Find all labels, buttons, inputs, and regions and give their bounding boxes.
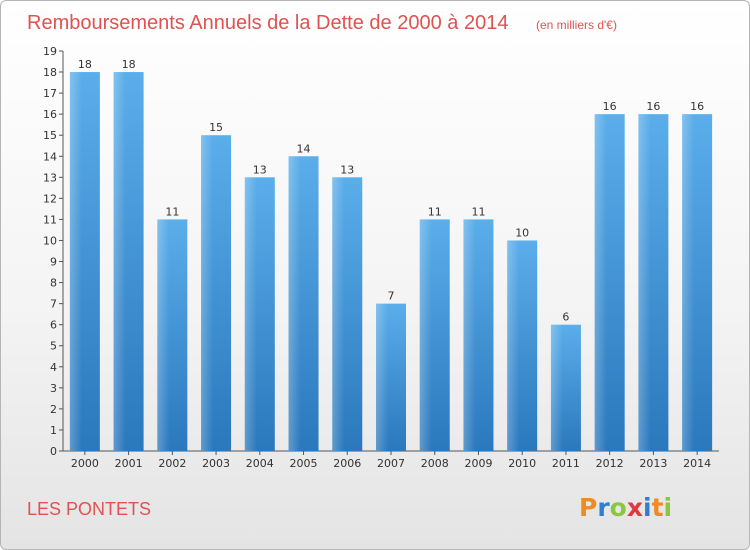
- commune-name: LES PONTETS: [27, 499, 151, 519]
- x-tick-label: 2014: [683, 457, 711, 470]
- x-tick-label: 2005: [290, 457, 318, 470]
- x-tick-label: 2002: [158, 457, 186, 470]
- bar-value-label: 18: [122, 58, 136, 71]
- x-tick-label: 2004: [246, 457, 274, 470]
- x-tick-label: 2000: [71, 457, 99, 470]
- bar-highlight: [376, 303, 406, 451]
- x-tick-label: 2007: [377, 457, 405, 470]
- bars: [69, 72, 713, 452]
- x-tick-label: 2011: [552, 457, 580, 470]
- bar-value-label: 16: [690, 100, 704, 113]
- bar-value-label: 7: [388, 290, 395, 303]
- bar-value-label: 11: [471, 205, 485, 218]
- x-tick-labels: 2000 2001 2002 2003 2004 2005 2006 2007 2008 2009…: [71, 457, 711, 470]
- bar-value-label: 18: [78, 58, 92, 71]
- x-tick-label: 2001: [115, 457, 143, 470]
- logo-letter: t: [652, 493, 664, 522]
- y-tick-label: 16: [43, 108, 57, 121]
- chart-subtitle: (en milliers d'€): [536, 18, 617, 32]
- y-tick-label: 14: [43, 150, 57, 163]
- x-tick-label: 2006: [333, 457, 361, 470]
- logo-letter: i: [643, 493, 652, 522]
- x-tick-label: 2008: [421, 457, 449, 470]
- bar-value-label: 16: [603, 100, 617, 113]
- y-tick-label: 13: [43, 171, 57, 184]
- y-tick-label: 18: [43, 66, 57, 79]
- bar-highlight: [244, 177, 275, 451]
- y-tick-label: 9: [50, 256, 57, 269]
- bar-value-label: 15: [209, 121, 223, 134]
- y-tick-label: 0: [50, 445, 57, 458]
- bar-highlight: [332, 177, 363, 451]
- x-tick-label: 2003: [202, 457, 230, 470]
- x-tick-label: 2013: [639, 457, 667, 470]
- x-tick-label: 2009: [464, 457, 492, 470]
- logo-letter: r: [597, 493, 610, 522]
- bar-value-label: 6: [562, 311, 569, 324]
- bar-value-label: 13: [253, 163, 267, 176]
- bar-highlight: [463, 219, 494, 451]
- bar-value-label: 10: [515, 226, 529, 239]
- bar-highlight: [288, 156, 319, 451]
- bar-value-label: 11: [165, 205, 179, 218]
- bar-highlight: [419, 219, 450, 451]
- logo-letter: i: [664, 493, 673, 522]
- bar-highlight: [113, 72, 144, 451]
- logo-letter: x: [627, 493, 643, 522]
- y-tick-label: 6: [50, 319, 57, 332]
- proxiti-logo: Proxiti: [579, 493, 672, 522]
- bar-highlight: [550, 324, 581, 451]
- y-tick-label: 5: [50, 340, 57, 353]
- y-tick-label: 10: [43, 234, 57, 247]
- y-tick-label: 12: [43, 192, 57, 205]
- y-tick-label: 4: [50, 361, 57, 374]
- y-tick-label: 7: [50, 298, 57, 311]
- bar-highlight: [157, 219, 188, 451]
- y-tick-label: 11: [43, 213, 57, 226]
- bar-value-label: 11: [428, 205, 442, 218]
- bar-value-label: 16: [646, 100, 660, 113]
- bar-highlight: [69, 72, 100, 451]
- x-tick-label: 2010: [508, 457, 536, 470]
- y-tick-label: 1: [50, 424, 57, 437]
- y-tick-label: 17: [43, 87, 57, 100]
- bar-highlight: [201, 135, 232, 452]
- bar-highlight: [507, 240, 538, 451]
- y-tick-label: 3: [50, 382, 57, 395]
- y-tick-label: 2: [50, 403, 57, 416]
- x-tick-label: 2012: [596, 457, 624, 470]
- bar-highlight: [682, 114, 713, 451]
- bar-highlight: [594, 114, 625, 451]
- y-tick-label: 15: [43, 129, 57, 142]
- logo-letter: o: [610, 493, 627, 522]
- y-tick-label: 8: [50, 277, 57, 290]
- logo-letter: P: [579, 493, 597, 522]
- y-tick-label: 19: [43, 45, 57, 58]
- chart-title: Remboursements Annuels de la Dette de 20…: [27, 12, 508, 34]
- bar-value-label: 13: [340, 163, 354, 176]
- value-labels: 18 18 11 15 13 14 13 7 11 11 10 6 16 16 16: [78, 58, 704, 324]
- bar-highlight: [638, 114, 669, 451]
- bar-value-label: 14: [297, 142, 311, 155]
